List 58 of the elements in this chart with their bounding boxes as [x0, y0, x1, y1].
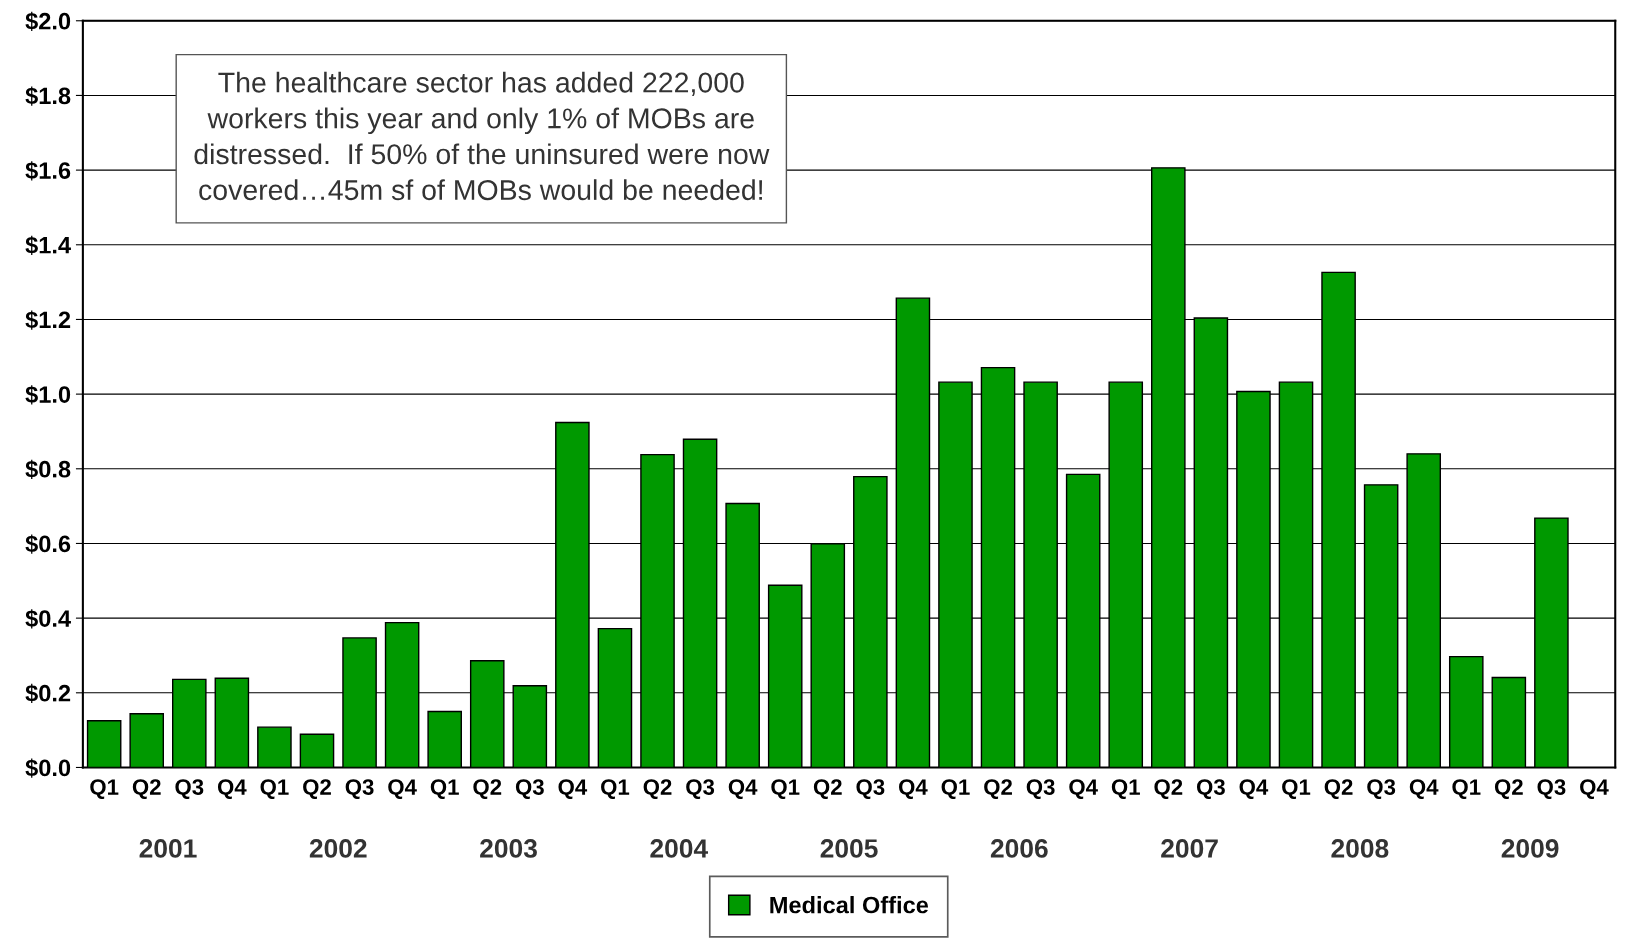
x-tick-label: Q1: [1452, 779, 1481, 800]
x-tick-label: Q3: [345, 779, 374, 800]
text: 2007: [1161, 839, 1218, 858]
y-tick-label: $1.0: [25, 385, 71, 405]
y-tick-label: $0.0: [25, 758, 71, 778]
x-tick-label: Q2: [1154, 779, 1183, 800]
x-tick-label: Q3: [686, 779, 715, 800]
y-tick-label: $1.2: [25, 310, 71, 330]
x-tick-label: Q3: [175, 779, 204, 800]
x-tick-label: Q3: [1026, 779, 1055, 800]
text: 2006: [990, 839, 1048, 858]
y-tick-label: $0.4: [25, 609, 71, 629]
text: 2004: [650, 839, 709, 858]
x-tick-label: Q4: [558, 779, 588, 800]
x-tick-label: Q2: [643, 779, 672, 800]
x-tick-label: Q2: [1494, 779, 1523, 800]
x-tick-label: Q2: [813, 779, 842, 800]
y-tick-label: $1.8: [25, 86, 71, 106]
x-tick-label: Q1: [1111, 779, 1140, 800]
x-tick-label: Q1: [601, 779, 630, 800]
legend-label: Medical Office: [770, 896, 929, 914]
x-tick-label: Q3: [1537, 779, 1566, 800]
x-tick-label: Q4: [1069, 779, 1098, 800]
x-tick-label: Q4: [388, 779, 417, 800]
y-tick-label: $1.6: [25, 161, 71, 181]
text: 2008: [1331, 839, 1389, 858]
x-tick-label: Q2: [303, 779, 331, 800]
x-tick-label: Q4: [899, 779, 928, 800]
x-tick-label: Q3: [1196, 779, 1225, 800]
x-tick-label: Q1: [771, 779, 800, 800]
text: 2001: [139, 839, 197, 858]
y-tick-label: $0.2: [25, 683, 71, 704]
x-tick-label: Q4: [728, 779, 758, 800]
y-tick-label: $1.4: [25, 235, 71, 256]
x-tick-label: Q1: [430, 779, 459, 800]
x-tick-label: Q4: [1580, 779, 1609, 800]
x-tick-label: Q3: [856, 779, 885, 800]
x-tick-label: Q1: [260, 779, 289, 800]
text: 2003: [480, 839, 537, 858]
y-tick-label: $0.6: [25, 534, 71, 554]
x-tick-label: Q1: [1282, 779, 1311, 800]
x-tick-label: Q2: [984, 779, 1012, 800]
x-tick-label: Q4: [1409, 779, 1439, 800]
annotation: The healthcare sector has added 222,000 workers this year and only 1% of MOBs are distressed. If 50% of the uninsured were now covered…45m sf of MOBs would be needed!: [194, 71, 770, 201]
x-tick-label: Q1: [90, 779, 119, 800]
text: 2009: [1501, 839, 1559, 858]
text: 2002: [309, 839, 367, 858]
x-tick-label: Q1: [941, 779, 970, 800]
x-tick-label: Q3: [1367, 779, 1396, 800]
x-tick-label: Q2: [473, 779, 502, 800]
y-tick-label: $2.0: [25, 11, 71, 32]
x-tick-label: Q3: [515, 779, 544, 800]
x-tick-label: Q4: [217, 779, 247, 800]
y-tick-label: $0.8: [25, 459, 71, 480]
text: 2005: [820, 839, 878, 858]
x-tick-label: Q4: [1239, 779, 1269, 800]
x-tick-label: Q2: [132, 779, 161, 800]
x-tick-label: Q2: [1324, 779, 1353, 800]
